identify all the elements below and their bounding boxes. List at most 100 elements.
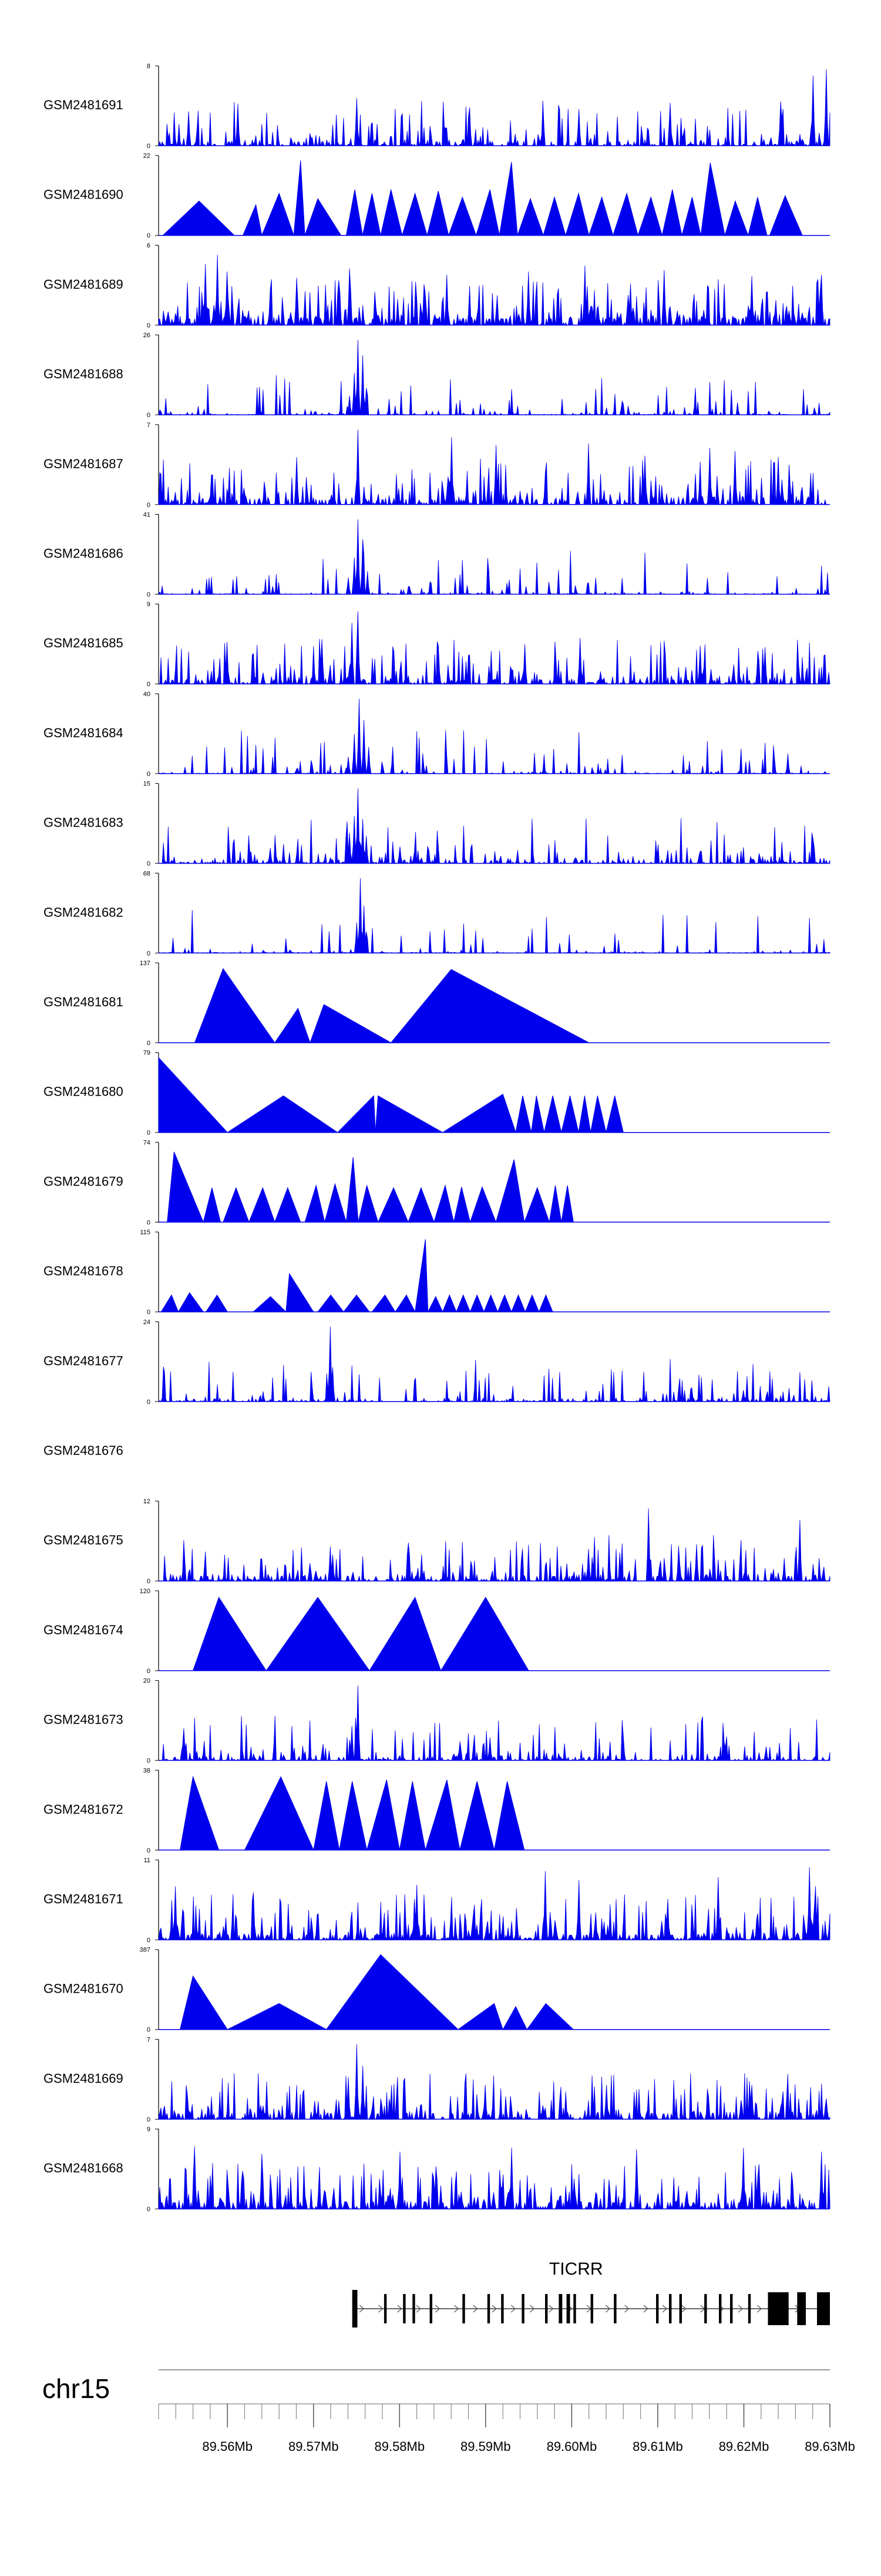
track-label: GSM2481685 xyxy=(43,636,123,650)
tick-label: 89.61Mb xyxy=(633,2439,683,2454)
tick-label: 89.59Mb xyxy=(460,2439,511,2454)
peak-mark xyxy=(274,1007,311,1043)
y-zero-label: 0 xyxy=(147,1219,150,1226)
y-zero-label: 0 xyxy=(147,1399,150,1406)
peak-mark xyxy=(167,1151,204,1222)
gene-model: TICRR xyxy=(352,2259,830,2328)
strand-arrow xyxy=(681,2305,687,2313)
y-zero-label: 0 xyxy=(147,2116,150,2123)
track-GSM2481676: GSM2481676 xyxy=(43,1443,123,1458)
track-label: GSM2481681 xyxy=(43,995,123,1009)
peak-mark xyxy=(469,1294,485,1312)
peak-mark xyxy=(366,1779,400,1850)
peak-mark xyxy=(390,969,589,1043)
peak-mark xyxy=(248,1187,275,1222)
exon xyxy=(384,2294,387,2323)
y-zero-label: 0 xyxy=(147,143,150,150)
exon xyxy=(487,2294,490,2323)
peak-mark xyxy=(399,1781,426,1850)
peak-mark xyxy=(427,1295,443,1312)
track-GSM2481674: GSM2481674 120 0 xyxy=(43,1588,830,1675)
peak-mark xyxy=(310,1004,392,1043)
y-max-label: 7 xyxy=(147,422,150,429)
peak-mark xyxy=(158,1057,228,1133)
signal-area xyxy=(159,1508,830,1582)
peak-mark xyxy=(457,2003,503,2030)
track-GSM2481672: GSM2481672 38 0 xyxy=(43,1767,830,1854)
exon xyxy=(462,2294,465,2323)
peak-mark xyxy=(589,196,614,236)
peak-mark xyxy=(448,196,477,236)
peak-mark xyxy=(358,1184,379,1222)
exon xyxy=(559,2294,563,2323)
track-label: GSM2481673 xyxy=(43,1712,123,1727)
peak-mark xyxy=(313,1781,340,1850)
peak-mark xyxy=(748,197,768,236)
y-max-label: 6 xyxy=(147,242,150,249)
peak-mark xyxy=(369,1596,442,1671)
exon xyxy=(590,2294,593,2323)
track-GSM2481680: GSM2481680 79 0 xyxy=(43,1050,830,1137)
strand-arrow xyxy=(416,2305,421,2313)
signal-area xyxy=(158,2146,830,2210)
peak-mark xyxy=(192,1596,267,1671)
peak-mark xyxy=(380,189,403,236)
y-zero-label: 0 xyxy=(147,412,150,419)
track-GSM2481689: GSM2481689 6 0 xyxy=(43,242,830,329)
exon xyxy=(679,2294,682,2323)
peak-mark xyxy=(613,192,638,236)
y-zero-label: 0 xyxy=(147,1758,150,1765)
peak-mark xyxy=(524,1294,540,1312)
y-max-label: 20 xyxy=(143,1678,150,1685)
peak-mark xyxy=(402,192,428,236)
track-GSM2481685: GSM2481685 9 0 xyxy=(43,601,830,688)
track-GSM2481678: GSM2481678 115 0 xyxy=(43,1229,830,1316)
exon xyxy=(797,2292,806,2325)
peak-mark xyxy=(337,1095,376,1133)
exon xyxy=(748,2294,751,2323)
track-label: GSM2481690 xyxy=(43,187,123,202)
track-GSM2481688: GSM2481688 26 0 xyxy=(43,332,830,419)
peak-mark xyxy=(345,189,363,236)
track-GSM2481675: GSM2481675 12 0 xyxy=(43,1498,830,1585)
y-zero-label: 0 xyxy=(147,1309,150,1316)
exon xyxy=(817,2292,830,2325)
strand-arrow xyxy=(624,2305,630,2313)
y-max-label: 7 xyxy=(147,2036,150,2043)
peak-mark xyxy=(179,1975,228,2030)
tick-label: 89.58Mb xyxy=(374,2439,425,2454)
y-max-label: 22 xyxy=(143,153,150,160)
track-label: GSM2481683 xyxy=(43,815,123,830)
track-GSM2481670: GSM2481670 387 0 xyxy=(43,1947,830,2034)
strand-arrow xyxy=(473,2305,478,2313)
peak-mark xyxy=(325,1954,459,2030)
peak-mark xyxy=(244,1776,314,1850)
track-label: GSM2481684 xyxy=(43,726,123,740)
exon xyxy=(669,2294,672,2323)
peak-mark xyxy=(442,1294,457,1312)
y-max-label: 40 xyxy=(143,691,150,698)
y-zero-label: 0 xyxy=(147,950,150,957)
peak-mark xyxy=(661,189,682,236)
y-zero-label: 0 xyxy=(147,233,150,240)
y-max-label: 74 xyxy=(143,1139,150,1146)
peak-mark xyxy=(459,1781,495,1850)
peak-mark xyxy=(476,189,500,236)
exon xyxy=(522,2294,524,2323)
exon xyxy=(566,2294,570,2323)
y-zero-label: 0 xyxy=(147,771,150,778)
strand-arrow xyxy=(397,2305,402,2313)
peak-mark xyxy=(700,163,725,236)
y-zero-label: 0 xyxy=(147,2206,150,2213)
peak-mark xyxy=(681,197,701,236)
peak-mark xyxy=(495,1159,525,1222)
peak-mark xyxy=(590,1096,607,1133)
peak-mark xyxy=(497,1294,512,1312)
y-zero-label: 0 xyxy=(147,592,150,599)
track-label: GSM2481674 xyxy=(43,1623,123,1637)
track-label: GSM2481675 xyxy=(43,1533,123,1547)
peak-mark xyxy=(265,1597,370,1671)
track-label: GSM2481680 xyxy=(43,1084,123,1099)
y-max-label: 120 xyxy=(140,1588,150,1595)
